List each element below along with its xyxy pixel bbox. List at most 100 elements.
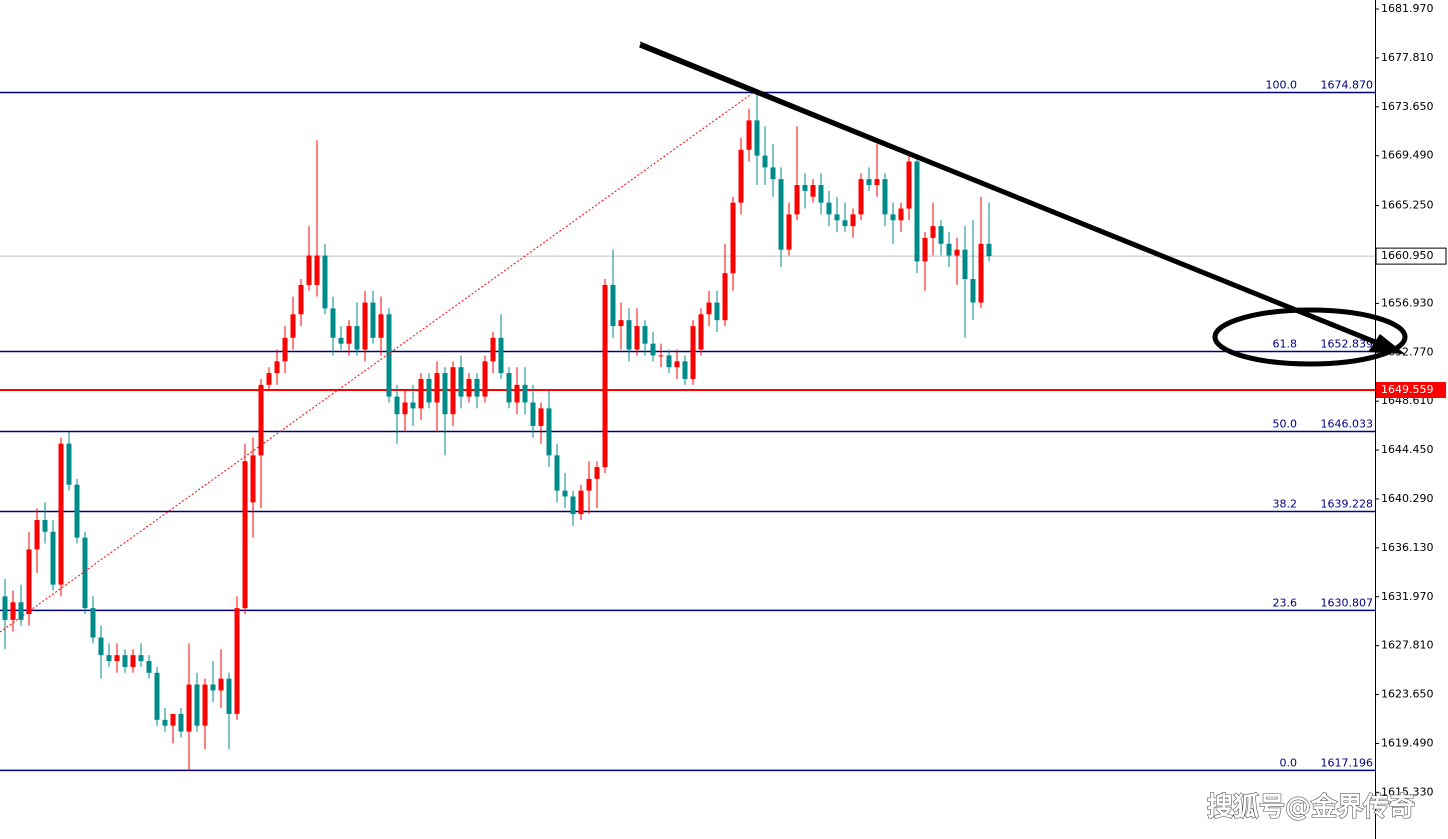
fib-ratio-label: 61.8 <box>1273 337 1298 350</box>
candle-body <box>610 284 616 327</box>
y-tick-label: 1640.290 <box>1381 492 1434 505</box>
candle-body <box>298 284 304 315</box>
candle-body <box>338 337 344 344</box>
candle-body <box>826 202 832 215</box>
candle-body <box>258 384 264 456</box>
candle-body <box>714 302 720 321</box>
candle-body <box>762 155 768 168</box>
candle-body <box>946 243 952 256</box>
candle-body <box>234 608 240 714</box>
fib-ratio-label: 50.0 <box>1273 417 1298 430</box>
y-tick-label: 1619.490 <box>1381 736 1434 749</box>
current-price-label: 1660.950 <box>1381 249 1434 262</box>
candle-body <box>170 713 176 726</box>
candle-body <box>522 384 528 403</box>
candle-body <box>594 467 600 479</box>
candle-body <box>538 408 544 426</box>
candle-body <box>434 373 440 403</box>
candles <box>2 92 992 771</box>
candle-body <box>618 320 624 327</box>
candle-body <box>986 243 992 257</box>
candle-body <box>498 337 504 374</box>
candle-body <box>978 243 984 303</box>
fib-price-label: 1652.839 <box>1321 337 1374 350</box>
y-tick-label: 1665.250 <box>1381 199 1434 212</box>
candle-body <box>818 185 824 203</box>
candle-body <box>490 337 496 362</box>
candle-body <box>274 361 280 374</box>
current-price-box <box>1375 247 1447 265</box>
candle-body <box>706 302 712 315</box>
candle-body <box>842 220 848 227</box>
y-tick-label: 1627.810 <box>1381 639 1434 652</box>
candle-body <box>226 678 232 714</box>
fib-price-label: 1674.870 <box>1321 79 1374 92</box>
trend-arrow <box>639 42 1386 349</box>
candle-body <box>290 314 296 338</box>
candle-body <box>602 284 608 468</box>
candle-body <box>698 314 704 350</box>
candle-body <box>154 672 160 720</box>
candle-body <box>786 214 792 250</box>
fib-base-line <box>0 89 758 633</box>
candle-body <box>58 443 64 585</box>
y-tick-label: 1644.450 <box>1381 443 1434 456</box>
candle-body <box>938 226 944 244</box>
candle-body <box>426 378 432 403</box>
fib-price-label: 1639.228 <box>1321 497 1374 510</box>
candle-body <box>50 531 56 585</box>
candle-body <box>834 214 840 221</box>
candle-body <box>898 208 904 221</box>
candle-body <box>738 149 744 203</box>
candle-body <box>586 478 592 491</box>
candle-body <box>914 161 920 262</box>
price-axis: 1681.970 1677.810 1673.650 1669.490 1665.250… <box>1375 2 1447 798</box>
candle-body <box>402 402 408 415</box>
watermark: 搜狐号@金界传奇 <box>1207 792 1415 823</box>
candle-body <box>138 655 144 662</box>
candle-body <box>570 496 576 515</box>
y-tick-label: 1652.770 <box>1381 345 1434 358</box>
candle-body <box>634 326 640 350</box>
candle-body <box>34 519 40 550</box>
candle-body <box>482 361 488 397</box>
candle-body <box>386 314 392 397</box>
candle-body <box>330 308 336 338</box>
candle-body <box>162 719 168 726</box>
candle-body <box>546 408 552 456</box>
candle-body <box>626 320 632 350</box>
candle-body <box>90 608 96 638</box>
y-tick-label: 1615.330 <box>1381 785 1434 798</box>
levels: 100.0 1674.870 61.8 1652.839 50.0 1646.033 38.… <box>0 79 1375 772</box>
candle-body <box>954 249 960 256</box>
candle-body <box>2 596 8 620</box>
fib-ratio-label: 23.6 <box>1273 596 1298 609</box>
fib-ratio-label: 0.0 <box>1280 756 1298 769</box>
y-tick-label: 1681.970 <box>1381 2 1434 15</box>
candle-body <box>418 378 424 409</box>
fib-ratio-label: 38.2 <box>1273 497 1298 510</box>
candle-body <box>450 367 456 415</box>
candle-body <box>10 602 16 620</box>
candle-body <box>210 684 216 691</box>
highlight-ellipse <box>1212 307 1408 367</box>
candle-body <box>306 255 312 285</box>
candle-body <box>850 214 856 227</box>
candle-body <box>810 185 816 197</box>
alert-price-box <box>1376 382 1446 399</box>
y-tick-label: 1673.650 <box>1381 100 1434 113</box>
candle-body <box>794 185 800 215</box>
candle-body <box>682 361 688 379</box>
candle-body <box>394 396 400 415</box>
y-tick-label: 1656.930 <box>1381 296 1434 309</box>
candle-body <box>554 455 560 491</box>
candle-body <box>866 179 872 186</box>
candle-body <box>746 120 752 150</box>
candle-body <box>506 373 512 403</box>
candle-body <box>202 684 208 726</box>
candle-body <box>218 678 224 691</box>
candle-body <box>66 443 72 485</box>
candle-body <box>146 661 152 673</box>
candle-body <box>194 684 200 726</box>
